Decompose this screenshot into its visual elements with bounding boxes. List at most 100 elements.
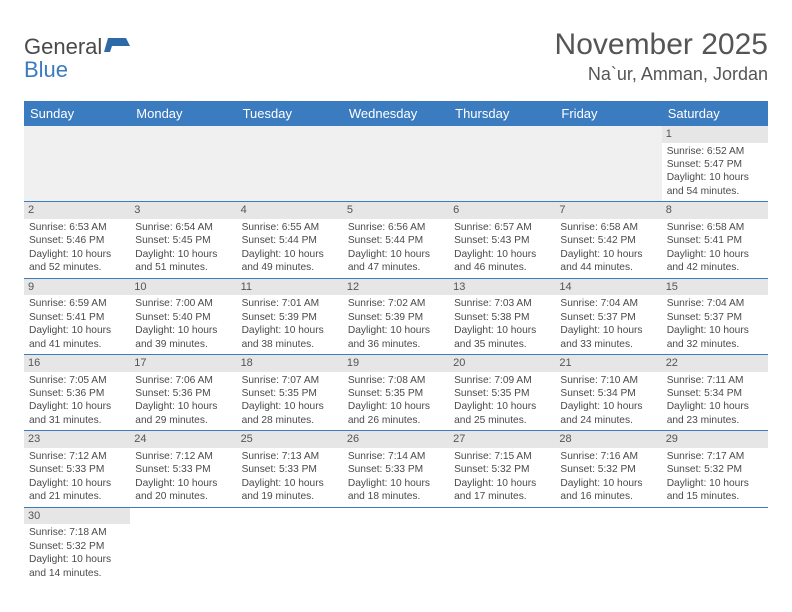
day-number: 12 xyxy=(343,279,449,296)
day-cell: 18 Sunrise: 7:07 AMSunset: 5:35 PMDayligh… xyxy=(237,354,343,430)
day-number: 16 xyxy=(24,355,130,372)
brand-logo: GeneralBlue xyxy=(24,28,130,81)
day-info: Sunrise: 7:02 AMSunset: 5:39 PMDaylight:… xyxy=(348,297,444,351)
day-number: 5 xyxy=(343,202,449,219)
day-info: Sunrise: 7:14 AMSunset: 5:33 PMDaylight:… xyxy=(348,450,444,504)
day-number: 6 xyxy=(449,202,555,219)
day-cell: 19 Sunrise: 7:08 AMSunset: 5:35 PMDayligh… xyxy=(343,354,449,430)
weekday-friday: Friday xyxy=(555,101,661,126)
week-row: 1Sunrise: 6:52 AMSunset: 5:47 PMDaylight… xyxy=(24,126,768,202)
empty-cell xyxy=(130,507,236,583)
day-cell: 29Sunrise: 7:17 AMSunset: 5:32 PMDayligh… xyxy=(662,431,768,507)
day-info: Sunrise: 7:15 AMSunset: 5:32 PMDaylight:… xyxy=(454,450,550,504)
calendar-table: SundayMondayTuesdayWednesdayThursdayFrid… xyxy=(24,101,768,583)
day-cell: 1Sunrise: 6:52 AMSunset: 5:47 PMDaylight… xyxy=(662,126,768,202)
day-cell: 28 Sunrise: 7:16 AMSunset: 5:32 PMDayligh… xyxy=(555,431,661,507)
day-number: 25 xyxy=(237,431,343,448)
empty-cell xyxy=(130,126,236,202)
day-info: Sunrise: 7:12 AMSunset: 5:33 PMDaylight:… xyxy=(29,450,125,504)
day-info: Sunrise: 7:06 AMSunset: 5:36 PMDaylight:… xyxy=(135,374,231,428)
day-info: Sunrise: 6:59 AMSunset: 5:41 PMDaylight:… xyxy=(29,297,125,351)
day-info: Sunrise: 7:11 AMSunset: 5:34 PMDaylight:… xyxy=(667,374,763,428)
day-info: Sunrise: 6:56 AMSunset: 5:44 PMDaylight:… xyxy=(348,221,444,275)
day-info: Sunrise: 7:07 AMSunset: 5:35 PMDaylight:… xyxy=(242,374,338,428)
day-cell: 11Sunrise: 7:01 AMSunset: 5:39 PMDayligh… xyxy=(237,278,343,354)
location: Na`ur, Amman, Jordan xyxy=(555,64,768,85)
weekday-monday: Monday xyxy=(130,101,236,126)
weekday-saturday: Saturday xyxy=(662,101,768,126)
day-cell: 26 Sunrise: 7:14 AMSunset: 5:33 PMDayligh… xyxy=(343,431,449,507)
day-number: 29 xyxy=(662,431,768,448)
day-info: Sunrise: 7:05 AMSunset: 5:36 PMDaylight:… xyxy=(29,374,125,428)
day-info: Sunrise: 6:58 AMSunset: 5:42 PMDaylight:… xyxy=(560,221,656,275)
weekday-thursday: Thursday xyxy=(449,101,555,126)
day-cell: 27 Sunrise: 7:15 AMSunset: 5:32 PMDayligh… xyxy=(449,431,555,507)
header: GeneralBlue November 2025 Na`ur, Amman, … xyxy=(24,28,768,85)
day-number: 3 xyxy=(130,202,236,219)
flag-icon xyxy=(104,36,130,54)
day-info: Sunrise: 7:16 AMSunset: 5:32 PMDaylight:… xyxy=(560,450,656,504)
day-info: Sunrise: 6:57 AMSunset: 5:43 PMDaylight:… xyxy=(454,221,550,275)
week-row: 30Sunrise: 7:18 AMSunset: 5:32 PMDayligh… xyxy=(24,507,768,583)
calendar-body: 1Sunrise: 6:52 AMSunset: 5:47 PMDaylight… xyxy=(24,126,768,583)
empty-cell xyxy=(343,126,449,202)
day-info: Sunrise: 6:53 AMSunset: 5:46 PMDaylight:… xyxy=(29,221,125,275)
brand-word1: General xyxy=(24,34,102,59)
day-info: Sunrise: 7:12 AMSunset: 5:33 PMDaylight:… xyxy=(135,450,231,504)
day-cell: 16 Sunrise: 7:05 AMSunset: 5:36 PMDayligh… xyxy=(24,354,130,430)
day-number: 15 xyxy=(662,279,768,296)
day-info: Sunrise: 6:52 AMSunset: 5:47 PMDaylight:… xyxy=(667,145,763,199)
day-info: Sunrise: 7:08 AMSunset: 5:35 PMDaylight:… xyxy=(348,374,444,428)
week-row: 16 Sunrise: 7:05 AMSunset: 5:36 PMDayligh… xyxy=(24,354,768,430)
day-cell: 10Sunrise: 7:00 AMSunset: 5:40 PMDayligh… xyxy=(130,278,236,354)
day-cell: 20Sunrise: 7:09 AMSunset: 5:35 PMDayligh… xyxy=(449,354,555,430)
day-cell: 24 Sunrise: 7:12 AMSunset: 5:33 PMDayligh… xyxy=(130,431,236,507)
empty-cell xyxy=(237,126,343,202)
day-cell: 13Sunrise: 7:03 AMSunset: 5:38 PMDayligh… xyxy=(449,278,555,354)
day-number: 24 xyxy=(130,431,236,448)
empty-cell xyxy=(662,507,768,583)
day-number: 17 xyxy=(130,355,236,372)
empty-cell xyxy=(555,126,661,202)
day-cell: 5 Sunrise: 6:56 AMSunset: 5:44 PMDaylight… xyxy=(343,202,449,278)
day-number: 18 xyxy=(237,355,343,372)
day-cell: 22Sunrise: 7:11 AMSunset: 5:34 PMDayligh… xyxy=(662,354,768,430)
day-cell: 30Sunrise: 7:18 AMSunset: 5:32 PMDayligh… xyxy=(24,507,130,583)
day-cell: 21 Sunrise: 7:10 AMSunset: 5:34 PMDayligh… xyxy=(555,354,661,430)
day-cell: 12Sunrise: 7:02 AMSunset: 5:39 PMDayligh… xyxy=(343,278,449,354)
weekday-tuesday: Tuesday xyxy=(237,101,343,126)
day-cell: 23Sunrise: 7:12 AMSunset: 5:33 PMDayligh… xyxy=(24,431,130,507)
day-info: Sunrise: 7:04 AMSunset: 5:37 PMDaylight:… xyxy=(560,297,656,351)
day-cell: 3 Sunrise: 6:54 AMSunset: 5:45 PMDaylight… xyxy=(130,202,236,278)
day-number: 2 xyxy=(24,202,130,219)
weekday-sunday: Sunday xyxy=(24,101,130,126)
empty-cell xyxy=(237,507,343,583)
day-info: Sunrise: 7:10 AMSunset: 5:34 PMDaylight:… xyxy=(560,374,656,428)
empty-cell xyxy=(555,507,661,583)
day-number: 26 xyxy=(343,431,449,448)
calendar-head: SundayMondayTuesdayWednesdayThursdayFrid… xyxy=(24,101,768,126)
day-info: Sunrise: 7:00 AMSunset: 5:40 PMDaylight:… xyxy=(135,297,231,351)
day-info: Sunrise: 7:04 AMSunset: 5:37 PMDaylight:… xyxy=(667,297,763,351)
day-number: 19 xyxy=(343,355,449,372)
day-cell: 7 Sunrise: 6:58 AMSunset: 5:42 PMDaylight… xyxy=(555,202,661,278)
day-number: 28 xyxy=(555,431,661,448)
brand-word2: Blue xyxy=(24,57,68,82)
month-title: November 2025 xyxy=(555,28,768,62)
day-number: 10 xyxy=(130,279,236,296)
day-number: 8 xyxy=(662,202,768,219)
day-info: Sunrise: 6:54 AMSunset: 5:45 PMDaylight:… xyxy=(135,221,231,275)
day-info: Sunrise: 7:09 AMSunset: 5:35 PMDaylight:… xyxy=(454,374,550,428)
day-number: 11 xyxy=(237,279,343,296)
day-number: 7 xyxy=(555,202,661,219)
day-number: 21 xyxy=(555,355,661,372)
weekday-wednesday: Wednesday xyxy=(343,101,449,126)
day-number: 13 xyxy=(449,279,555,296)
day-info: Sunrise: 7:18 AMSunset: 5:32 PMDaylight:… xyxy=(29,526,125,580)
day-info: Sunrise: 7:01 AMSunset: 5:39 PMDaylight:… xyxy=(242,297,338,351)
day-cell: 9Sunrise: 6:59 AMSunset: 5:41 PMDaylight… xyxy=(24,278,130,354)
day-number: 4 xyxy=(237,202,343,219)
day-number: 27 xyxy=(449,431,555,448)
empty-cell xyxy=(24,126,130,202)
day-number: 30 xyxy=(24,508,130,525)
